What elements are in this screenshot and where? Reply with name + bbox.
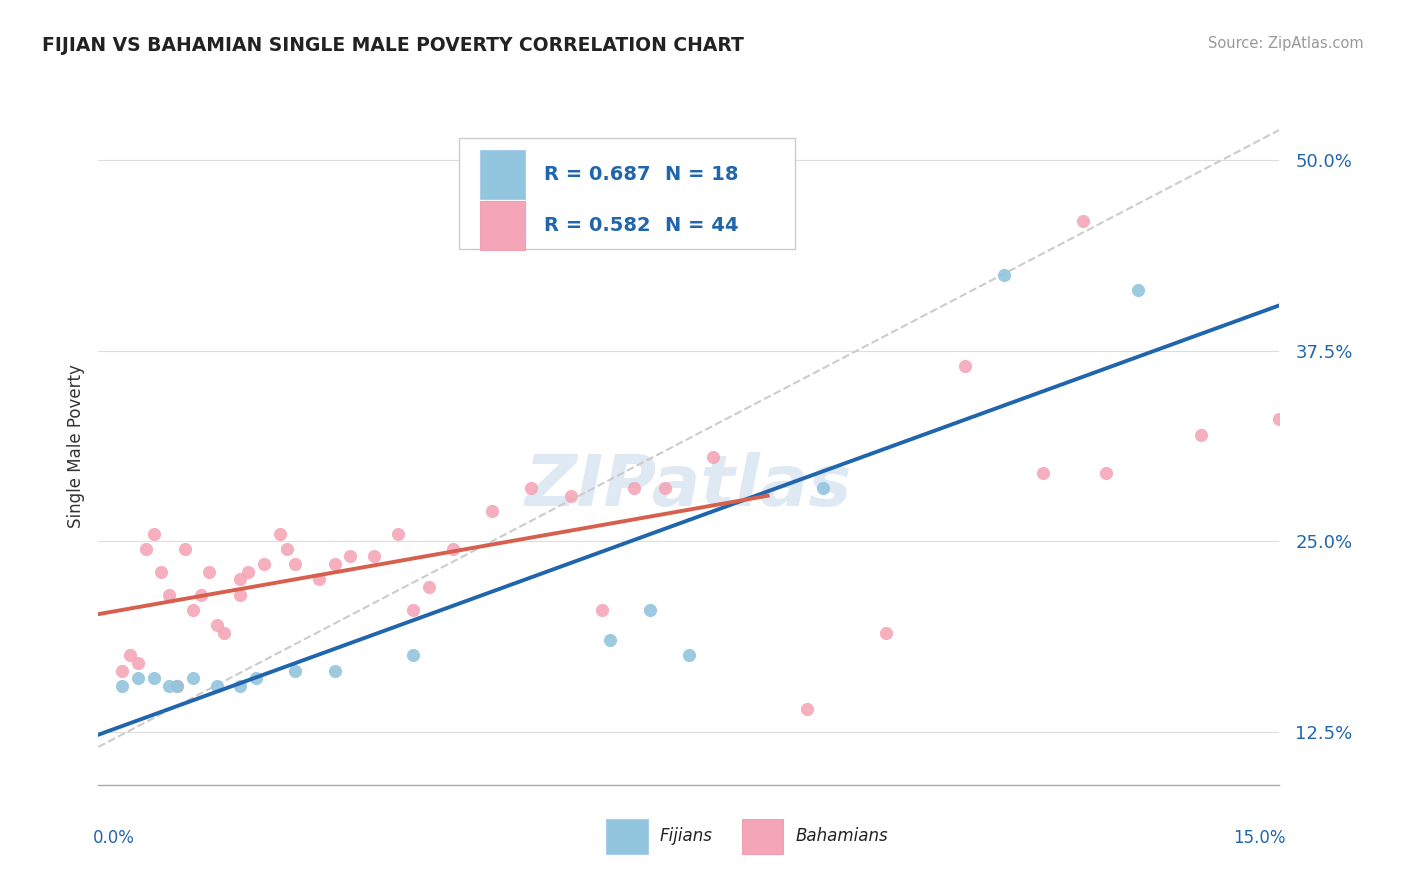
Point <box>245 671 267 685</box>
Point <box>591 603 613 617</box>
Point <box>654 481 676 495</box>
Point <box>269 526 291 541</box>
Point <box>205 618 228 632</box>
Text: R = 0.582: R = 0.582 <box>544 216 651 235</box>
Point <box>229 572 252 586</box>
Point <box>197 565 219 579</box>
Point <box>181 603 204 617</box>
Point <box>418 580 440 594</box>
Text: 0.0%: 0.0% <box>93 829 135 847</box>
Point <box>1095 466 1118 480</box>
Point <box>1126 283 1149 297</box>
Point <box>678 648 700 663</box>
Point <box>150 565 173 579</box>
Point <box>702 450 724 465</box>
Point <box>111 664 134 678</box>
Point <box>135 541 157 556</box>
Y-axis label: Single Male Poverty: Single Male Poverty <box>66 364 84 528</box>
Text: Source: ZipAtlas.com: Source: ZipAtlas.com <box>1208 36 1364 51</box>
Point <box>796 702 818 716</box>
Point <box>402 648 425 663</box>
Text: Fijians: Fijians <box>659 828 713 846</box>
Text: N = 44: N = 44 <box>665 216 738 235</box>
Point <box>127 656 149 670</box>
Point <box>323 664 346 678</box>
Point <box>1071 214 1094 228</box>
FancyBboxPatch shape <box>742 819 783 855</box>
Point <box>339 549 361 564</box>
Point <box>181 671 204 685</box>
Point <box>993 268 1015 282</box>
Point <box>308 572 330 586</box>
Point <box>953 359 976 373</box>
FancyBboxPatch shape <box>479 202 524 250</box>
Point <box>387 526 409 541</box>
Text: FIJIAN VS BAHAMIAN SINGLE MALE POVERTY CORRELATION CHART: FIJIAN VS BAHAMIAN SINGLE MALE POVERTY C… <box>42 36 744 54</box>
Point <box>1268 412 1291 426</box>
Text: 15.0%: 15.0% <box>1233 829 1285 847</box>
Point <box>253 557 276 571</box>
Point <box>236 565 259 579</box>
Point <box>560 489 582 503</box>
Point <box>229 679 252 693</box>
Point <box>811 481 834 495</box>
Point <box>111 679 134 693</box>
Point <box>402 603 425 617</box>
Point <box>875 625 897 640</box>
Point <box>638 603 661 617</box>
Point <box>118 648 141 663</box>
FancyBboxPatch shape <box>606 819 648 855</box>
Point <box>190 588 212 602</box>
Point <box>481 504 503 518</box>
Text: R = 0.687: R = 0.687 <box>544 165 650 185</box>
Point <box>1189 427 1212 442</box>
Text: N = 18: N = 18 <box>665 165 738 185</box>
Text: ZIPatlas: ZIPatlas <box>526 452 852 521</box>
Point <box>157 679 180 693</box>
Point <box>157 588 180 602</box>
Point <box>284 557 307 571</box>
Point <box>520 481 543 495</box>
Point <box>1032 466 1054 480</box>
Point <box>276 541 298 556</box>
Point <box>174 541 197 556</box>
Text: Bahamians: Bahamians <box>796 828 887 846</box>
Point <box>441 541 464 556</box>
Point <box>142 671 165 685</box>
Point <box>127 671 149 685</box>
Point <box>229 588 252 602</box>
FancyBboxPatch shape <box>458 137 796 250</box>
Point <box>166 679 188 693</box>
Point <box>205 679 228 693</box>
Point <box>363 549 385 564</box>
Point <box>166 679 188 693</box>
Point <box>142 526 165 541</box>
Point <box>599 633 621 648</box>
FancyBboxPatch shape <box>479 151 524 199</box>
Point <box>623 481 645 495</box>
Point <box>323 557 346 571</box>
Point <box>214 625 236 640</box>
Point <box>284 664 307 678</box>
